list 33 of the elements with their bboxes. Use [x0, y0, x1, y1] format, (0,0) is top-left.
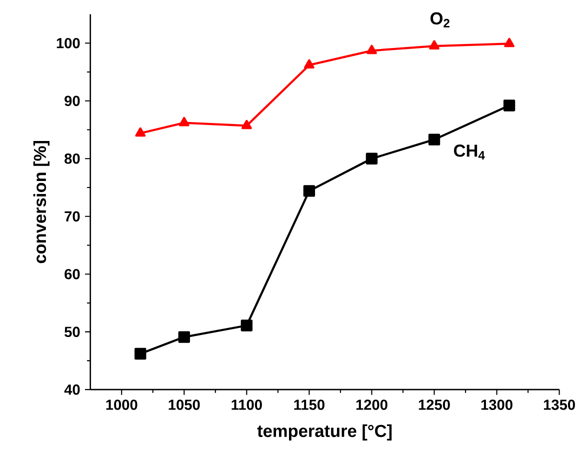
- x-tick-label: 1200: [356, 399, 388, 410]
- series-label: CH$_{4}$: [454, 144, 485, 160]
- point: [304, 59, 314, 68]
- point: [241, 120, 252, 130]
- point: [429, 40, 440, 50]
- point: [178, 116, 190, 126]
- x-tick-label: 1150: [294, 399, 324, 410]
- point: [503, 100, 516, 112]
- point: [178, 331, 190, 343]
- series-label: O$_{2}$: [430, 12, 450, 28]
- point: [134, 348, 146, 360]
- y-tick-label: 70: [64, 211, 80, 222]
- y-tick-label: 80: [64, 153, 80, 164]
- point: [366, 152, 378, 164]
- x-tick-label: 1050: [168, 399, 200, 410]
- point: [366, 44, 377, 54]
- x-axis-title: temperature [°C]: [257, 424, 392, 440]
- point: [240, 319, 253, 332]
- x-tick-label: 1350: [544, 399, 575, 410]
- y-axis-title: conversion [%]: [33, 140, 50, 264]
- point: [428, 134, 440, 146]
- y-tick-label: 40: [64, 384, 80, 395]
- point: [303, 184, 316, 197]
- y-tick-label: 90: [64, 96, 80, 106]
- point: [504, 38, 514, 48]
- x-tick-label: 1250: [418, 399, 450, 410]
- y-tick-label: 50: [64, 326, 80, 337]
- y-tick-label: 100: [56, 38, 80, 48]
- x-tick-label: 1300: [481, 399, 512, 410]
- x-tick-label: 1000: [106, 399, 138, 410]
- y-tick-label: 60: [64, 268, 80, 280]
- x-tick-label: 1100: [232, 399, 262, 410]
- point: [135, 127, 146, 137]
